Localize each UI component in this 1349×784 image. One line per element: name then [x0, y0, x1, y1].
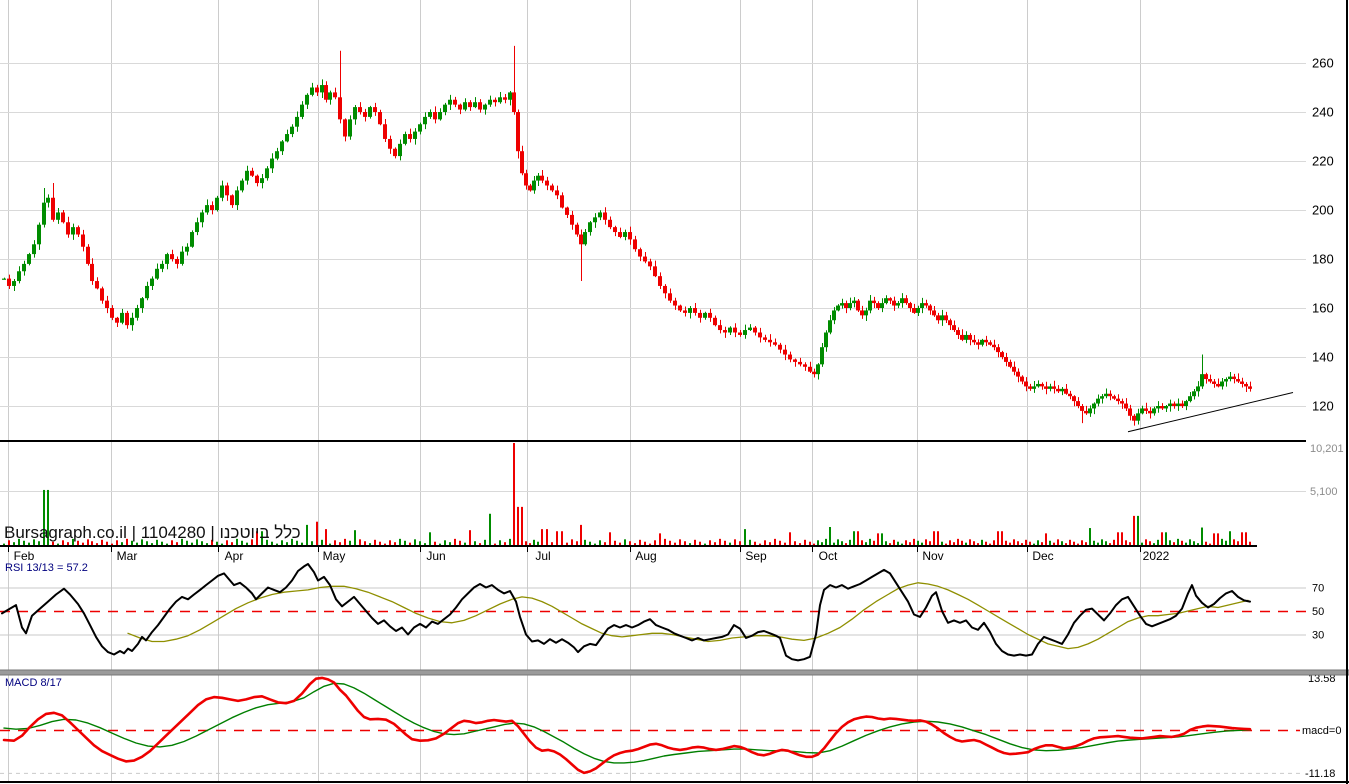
svg-text:2022: 2022: [1143, 549, 1170, 563]
volume-bars: [3, 443, 1251, 545]
svg-text:Feb: Feb: [14, 549, 35, 563]
svg-text:240: 240: [1312, 105, 1334, 120]
svg-text:50: 50: [1312, 606, 1324, 618]
svg-text:70: 70: [1312, 583, 1324, 595]
svg-text:180: 180: [1312, 252, 1334, 267]
svg-text:Mar: Mar: [117, 549, 138, 563]
svg-text:Jul: Jul: [535, 549, 550, 563]
svg-text:May: May: [323, 549, 346, 563]
macd-main-line: [2, 676, 1252, 775]
svg-text:200: 200: [1312, 203, 1334, 218]
candlestick-series: [2, 45, 1252, 426]
svg-text:Dec: Dec: [1032, 549, 1053, 563]
rsi-signal-line: [127, 582, 1249, 650]
svg-text:13.58: 13.58: [1308, 673, 1336, 685]
svg-text:Aug: Aug: [635, 549, 656, 563]
rsi-indicator-label: RSI 13/13 = 57.2: [5, 562, 88, 574]
watermark-title: Bursagraph.co.il | 1104280 | כלל ביוטכנו: [4, 523, 301, 542]
svg-text:-11.18: -11.18: [1305, 768, 1335, 780]
svg-text:220: 220: [1312, 154, 1334, 169]
svg-text:Jun: Jun: [426, 549, 445, 563]
svg-text:Oct: Oct: [819, 549, 838, 563]
svg-text:5,100: 5,100: [1310, 486, 1338, 498]
svg-text:140: 140: [1312, 350, 1334, 365]
trendline: [1127, 392, 1294, 433]
macd-axis: 13.58 macd=0 -11.18: [0, 673, 1341, 780]
svg-text:macd=0: macd=0: [1302, 725, 1341, 737]
rsi-main-line: [1, 563, 1251, 662]
month-gridlines: [8, 0, 1141, 781]
svg-text:120: 120: [1312, 399, 1334, 414]
svg-text:30: 30: [1312, 630, 1324, 642]
month-axis-labels: Feb Mar Apr May Jun Jul Aug Sep Oct Nov Dec 2022: [8, 547, 1170, 563]
svg-text:160: 160: [1312, 301, 1334, 316]
rsi-axis: 70 50 30: [0, 583, 1324, 642]
svg-text:10,201: 10,201: [1310, 443, 1344, 455]
volume-axis: 10,201 5,100: [0, 443, 1344, 498]
svg-text:Apr: Apr: [225, 549, 244, 563]
svg-text:Nov: Nov: [922, 549, 943, 563]
price-gridlines: [0, 63, 1306, 407]
svg-text:260: 260: [1312, 56, 1334, 71]
svg-text:Sep: Sep: [745, 549, 767, 563]
price-axis-labels: 260 240 220 200 180 160 140 120: [1312, 56, 1334, 414]
macd-indicator-label: MACD 8/17: [5, 677, 62, 689]
